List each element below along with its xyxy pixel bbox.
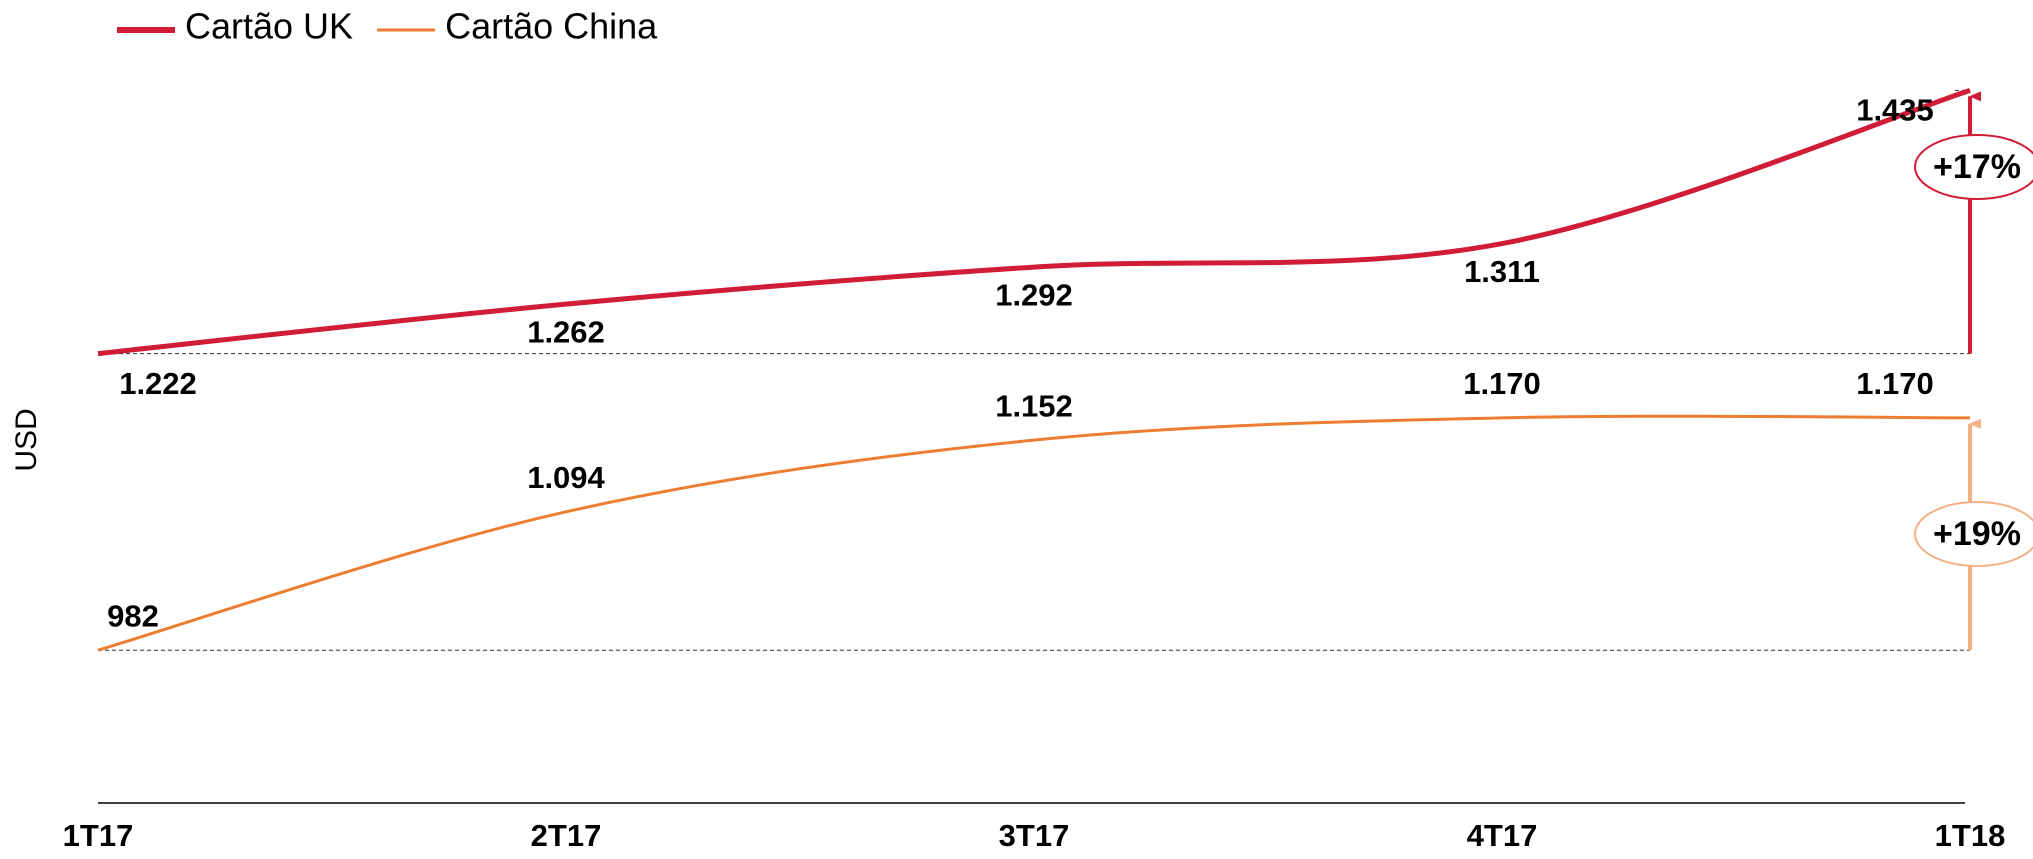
legend-label: Cartão UK — [185, 6, 353, 47]
x-tick-label: 4T17 — [1467, 818, 1538, 853]
data-label: 1.262 — [527, 314, 605, 349]
series-line — [97, 87, 1971, 357]
series-line — [97, 414, 1971, 652]
change-badge — [1914, 133, 2033, 200]
data-label: 982 — [107, 598, 159, 633]
data-label: 1.170 — [1856, 366, 1934, 401]
change-label: +17% — [1933, 148, 2021, 186]
x-tick-label: 3T17 — [999, 818, 1070, 853]
data-label: 1.170 — [1463, 366, 1541, 401]
data-label: 1.292 — [995, 277, 1073, 312]
change-badge — [1914, 501, 2033, 568]
x-tick-label: 1T17 — [63, 818, 134, 853]
data-label: 1.222 — [119, 366, 197, 401]
legend-label: Cartão China — [445, 6, 658, 47]
data-label: 1.311 — [1464, 254, 1540, 289]
data-label: 1.094 — [527, 460, 605, 495]
data-label: 1.435 — [1856, 93, 1934, 128]
y-axis-label: USD — [10, 408, 43, 471]
change-label: +19% — [1933, 515, 2021, 553]
data-label: 1.152 — [995, 388, 1073, 423]
x-tick-label: 2T17 — [531, 818, 602, 853]
x-tick-label: 1T18 — [1935, 818, 2006, 853]
